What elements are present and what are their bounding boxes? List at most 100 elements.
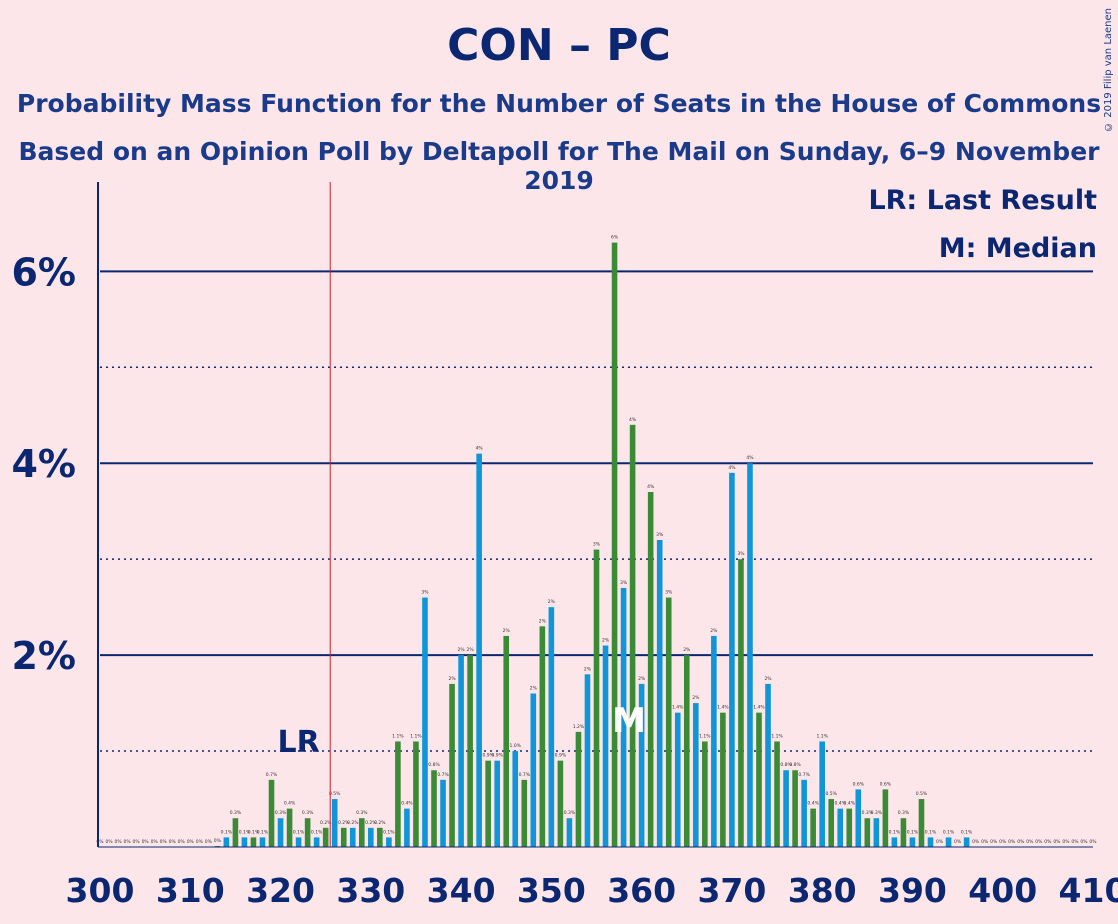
bar-345: [503, 635, 510, 847]
bar-343: [485, 760, 491, 847]
bar-label-369: 1.4%: [717, 705, 729, 711]
bar-label-301: 0%: [105, 839, 113, 845]
bar-328: [349, 827, 356, 847]
bar-327: [340, 827, 347, 847]
bar-label-382: 0.4%: [835, 801, 847, 807]
bar-label-336: 3%: [421, 590, 429, 596]
bar-388: [891, 837, 898, 847]
bar-label-394: 0.1%: [943, 829, 955, 835]
bar-387: [882, 789, 889, 847]
bar-347: [521, 779, 528, 847]
bar-label-338: 0.7%: [437, 772, 449, 778]
bar-336: [422, 597, 428, 847]
bar-label-330: 0.2%: [365, 820, 377, 826]
bar-label-380: 1.1%: [816, 733, 828, 739]
bar-value-labels: 0% 0% 0% 0% 0% 0% 0% 0% 0% 0% 0% 0% 0% 0%0.1%0.3%0.1%…: [96, 235, 1097, 845]
bar-label-388: 0.1%: [889, 829, 901, 835]
bar-353: [575, 731, 582, 847]
bar-label-393: 0%: [936, 839, 944, 845]
x-tick-label-370: 370: [697, 871, 766, 910]
bar-label-379: 0.4%: [807, 801, 819, 807]
bar-label-386: 0.3%: [871, 810, 883, 816]
chart-source: Based on an Opinion Poll by Deltapoll fo…: [18, 137, 1100, 195]
bar-318: [259, 837, 266, 847]
bar-label-364: 1.4%: [672, 705, 684, 711]
bar-label-313: 0%: [214, 838, 222, 844]
bar-349: [539, 626, 546, 847]
y-tick-label-2: 2%: [11, 634, 76, 678]
bar-330: [368, 827, 374, 847]
bar-label-410: 0%: [1089, 839, 1097, 845]
bar-342: [476, 453, 482, 847]
bar-375: [774, 741, 780, 847]
y-tick-label-4: 4%: [11, 442, 76, 486]
bar-314: [223, 837, 230, 847]
bar-label-374: 2%: [764, 676, 772, 682]
bar-label-373: 1.4%: [753, 705, 765, 711]
bar-390: [909, 837, 916, 847]
bar-label-318: 0.1%: [257, 829, 269, 835]
bar-317: [250, 837, 257, 847]
bar-394: [945, 837, 952, 847]
bar-344: [494, 760, 500, 847]
bar-386: [873, 818, 880, 847]
bar-label-383: 0.4%: [844, 801, 856, 807]
bar-label-351: 0.9%: [555, 753, 567, 759]
bar-label-332: 0.1%: [383, 829, 395, 835]
bar-label-310: 0%: [187, 839, 195, 845]
bar-label-357: 6%: [611, 235, 619, 241]
bar-label-356: 2%: [602, 638, 610, 644]
bar-351: [557, 760, 564, 847]
bar-label-321: 0.4%: [284, 801, 296, 807]
bar-label-400: 0%: [999, 839, 1007, 845]
bar-label-396: 0.1%: [961, 829, 973, 835]
bar-label-387: 0.6%: [880, 781, 892, 787]
bar-label-326: 0.5%: [329, 791, 341, 797]
bar-316: [241, 837, 248, 847]
bar-label-360: 2%: [638, 676, 646, 682]
bar-340: [458, 655, 464, 847]
bar-label-406: 0%: [1053, 839, 1061, 845]
bar-label-317: 0.1%: [248, 829, 260, 835]
bar-label-403: 0%: [1026, 839, 1034, 845]
bar-324: [313, 837, 320, 847]
bar-357: [611, 242, 618, 848]
bar-label-354: 2%: [584, 666, 592, 672]
bar-label-322: 0.1%: [293, 829, 305, 835]
bar-380: [819, 741, 825, 847]
bar-384: [855, 789, 862, 847]
bar-352: [566, 818, 573, 847]
bar-label-391: 0.5%: [916, 791, 928, 797]
bar-label-350: 2%: [548, 599, 556, 605]
bar-label-359: 4%: [629, 417, 637, 423]
bar-322: [295, 837, 302, 847]
bar-320: [277, 818, 284, 847]
chart-subtitle: Probability Mass Function for the Number…: [16, 89, 1102, 118]
bar-label-375: 1.1%: [771, 733, 783, 739]
bar-label-402: 0%: [1017, 839, 1025, 845]
bar-label-320: 0.3%: [275, 810, 287, 816]
bar-332: [386, 837, 392, 847]
bar-label-399: 0%: [990, 839, 998, 845]
bar-label-319: 0.7%: [266, 772, 278, 778]
bar-362: [656, 539, 663, 847]
bar-label-315: 0.3%: [230, 810, 242, 816]
bar-396: [963, 837, 970, 847]
bar-label-306: 0%: [151, 839, 159, 845]
bar-363: [665, 597, 672, 847]
bar-label-328: 0.2%: [347, 820, 359, 826]
bar-label-381: 0.5%: [825, 791, 837, 797]
bar-label-409: 0%: [1080, 839, 1088, 845]
bar-367: [702, 741, 708, 847]
bar-label-341: 2%: [467, 647, 475, 653]
bar-391: [918, 799, 925, 847]
bar-label-355: 3%: [593, 542, 601, 548]
bar-label-335: 1.1%: [410, 733, 422, 739]
bar-label-408: 0%: [1071, 839, 1079, 845]
bar-372: [747, 463, 753, 847]
bar-339: [449, 683, 455, 847]
bar-label-304: 0%: [133, 839, 141, 845]
bar-label-362: 3%: [656, 532, 664, 538]
bar-label-307: 0%: [160, 839, 168, 845]
bar-label-300: 0%: [96, 839, 104, 845]
